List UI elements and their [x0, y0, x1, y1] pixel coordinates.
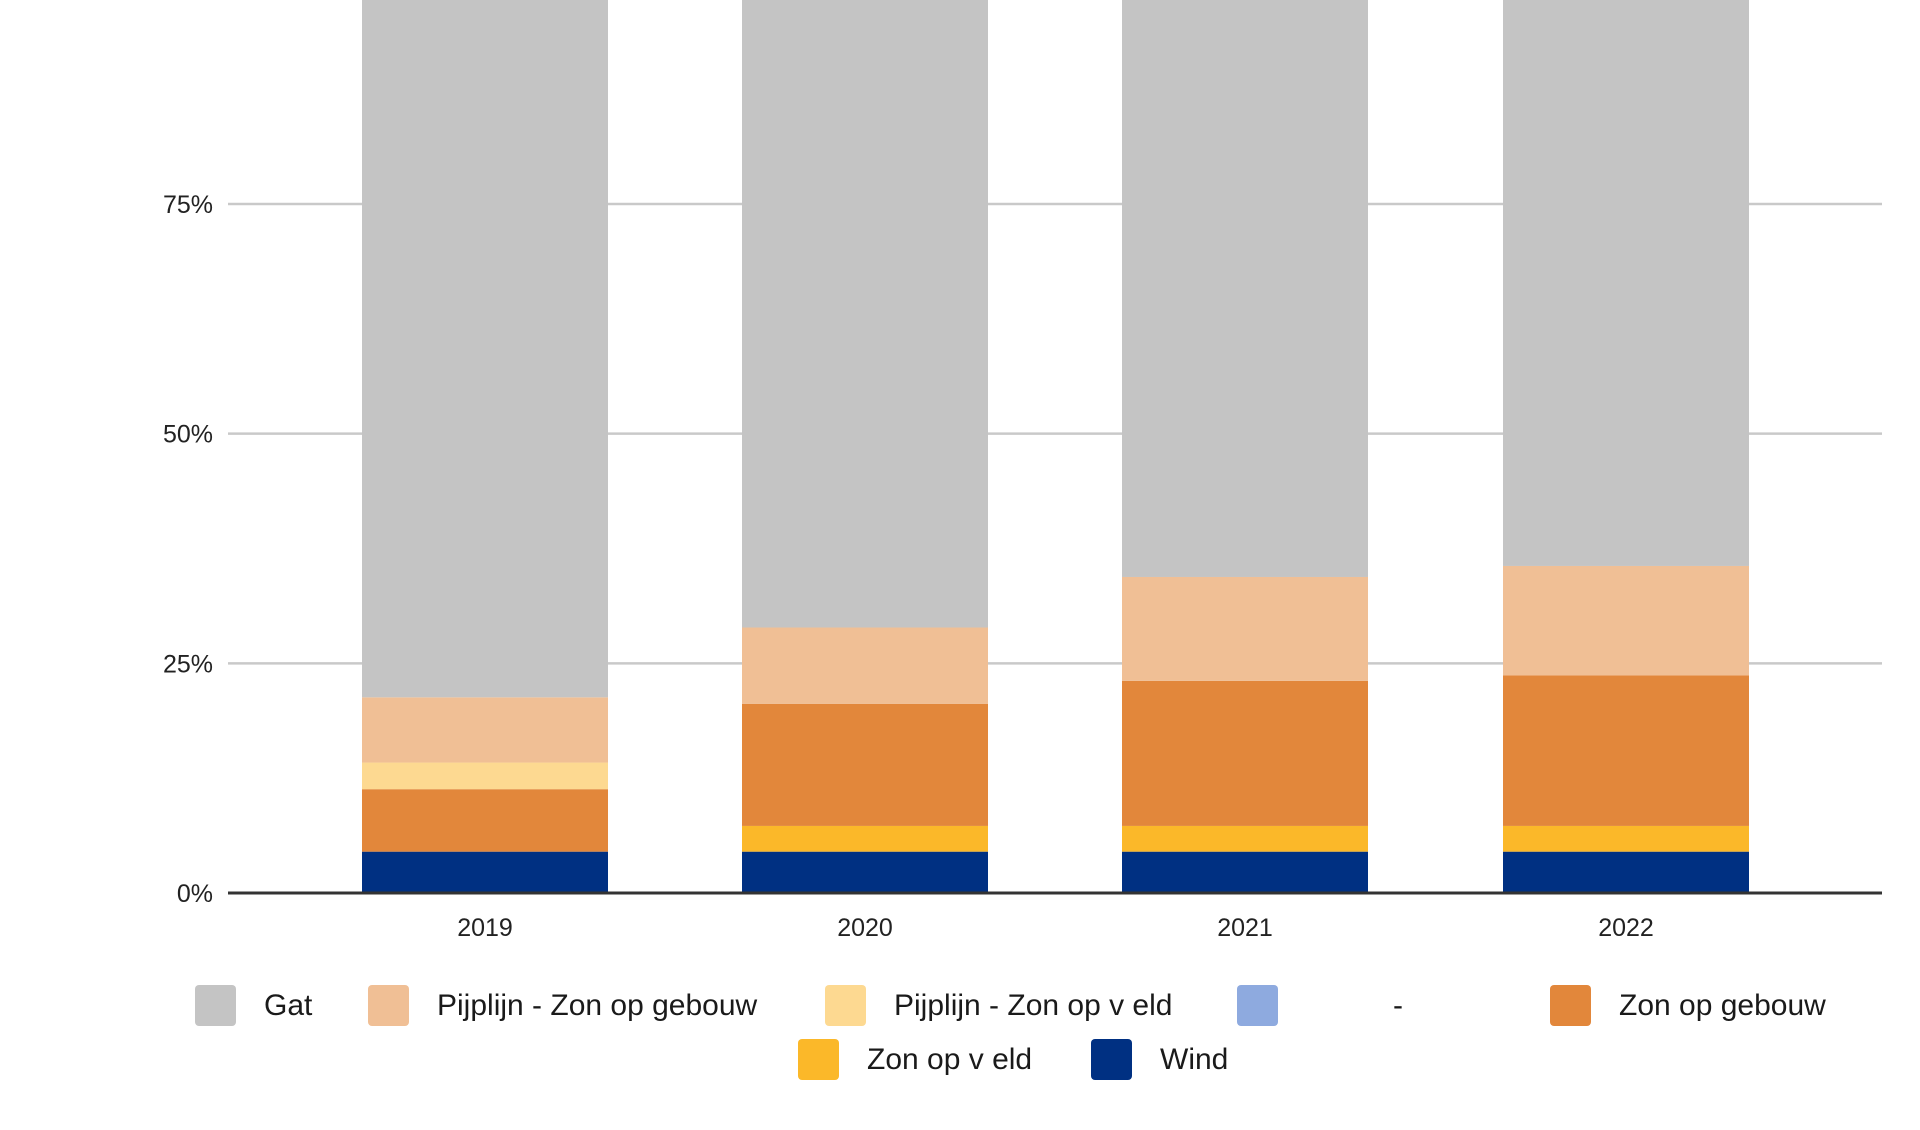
- bar-segment: [1503, 565, 1749, 676]
- bar-segment: [742, 627, 988, 704]
- bar-segment: [742, 0, 988, 628]
- legend-swatch: [825, 985, 866, 1026]
- legend-swatch: [368, 985, 409, 1026]
- bar-segment: [362, 0, 608, 698]
- y-tick-label: 0%: [177, 880, 213, 908]
- legend-item-wind: Wind: [1091, 1039, 1228, 1080]
- legend-label: Zon op gebouw: [1619, 988, 1826, 1022]
- bar-segment: [742, 851, 988, 893]
- x-axis: 2019 2020 2021 2022: [228, 891, 1882, 942]
- legend-label: Zon op v eld: [867, 1042, 1033, 1076]
- legend-item-zon-op-veld: Zon op v eld: [798, 1039, 1032, 1080]
- x-tick-label: 2022: [1598, 914, 1654, 942]
- bars: [362, 0, 1749, 893]
- legend-swatch: [195, 985, 236, 1026]
- bar-segment: [362, 697, 608, 763]
- bar-segment: [362, 762, 608, 790]
- x-tick-label: 2020: [837, 914, 893, 942]
- x-tick-label: 2021: [1217, 914, 1273, 942]
- legend-swatch: [798, 1039, 839, 1080]
- bar-segment: [1503, 825, 1749, 852]
- y-axis: 0% 25% 50% 75%: [163, 191, 213, 908]
- bar-segment: [1503, 0, 1749, 566]
- bar-segment: [742, 703, 988, 826]
- legend-item-dash: -: [1237, 985, 1403, 1026]
- y-tick-label: 25%: [163, 650, 213, 678]
- legend-item-pijplijn-zon-op-veld: Pijplijn - Zon op v eld: [825, 985, 1172, 1026]
- legend-item-zon-op-gebouw: Zon op gebouw: [1550, 985, 1826, 1026]
- y-tick-label: 50%: [163, 421, 213, 449]
- legend-item-pijplijn-zon-op-gebouw: Pijplijn - Zon op gebouw: [368, 985, 757, 1026]
- legend-label: Pijplijn - Zon op gebouw: [437, 988, 758, 1022]
- x-tick-label: 2019: [457, 914, 513, 942]
- y-tick-label: 75%: [163, 191, 213, 219]
- bar-segment: [1503, 851, 1749, 893]
- legend-swatch: [1237, 985, 1278, 1026]
- legend-label: Pijplijn - Zon op v eld: [894, 988, 1173, 1022]
- bar-segment: [1122, 851, 1368, 893]
- stacked-bar-chart: 0% 25% 50% 75% 2019 2020 2021 2022: [163, 0, 1882, 942]
- bar-segment: [1122, 825, 1368, 852]
- legend-swatch: [1550, 985, 1591, 1026]
- bar-segment: [1122, 0, 1368, 577]
- legend-item-gat: Gat: [195, 985, 312, 1026]
- legend-label: Wind: [1160, 1042, 1229, 1076]
- bar-segment: [1503, 675, 1749, 826]
- bar-segment: [742, 825, 988, 852]
- legend-label: -: [1393, 988, 1403, 1022]
- bar-segment: [1122, 576, 1368, 681]
- bar-segment: [362, 851, 608, 893]
- legend-swatch: [1091, 1039, 1132, 1080]
- legend-label: Gat: [264, 988, 313, 1022]
- bar-segment: [362, 789, 608, 852]
- bar-segment: [1122, 680, 1368, 826]
